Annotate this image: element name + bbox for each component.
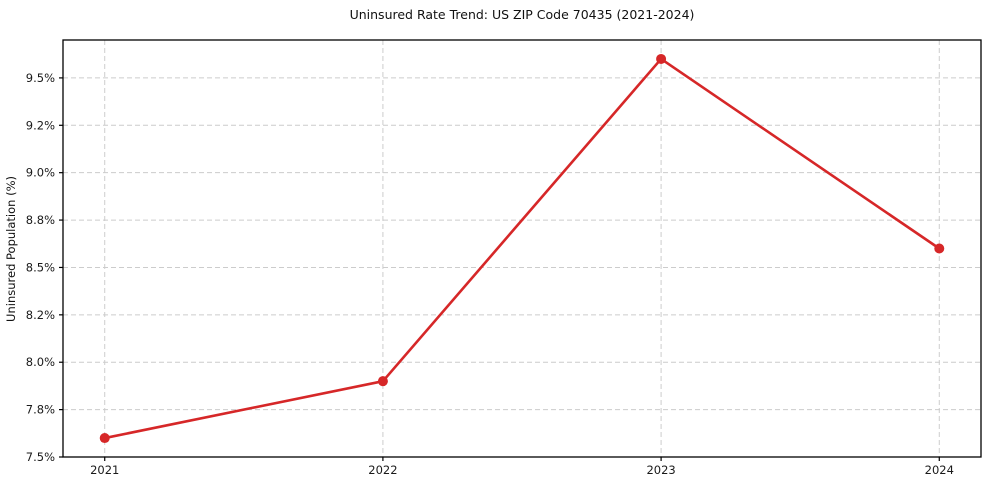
x-tick-label: 2022	[368, 463, 397, 477]
y-tick-label: 7.5%	[26, 450, 55, 464]
y-tick-label: 9.5%	[26, 71, 55, 85]
data-point-marker	[377, 376, 388, 387]
axes-frame	[62, 39, 982, 458]
trend-line	[103, 57, 941, 440]
chart-title: Uninsured Rate Trend: US ZIP Code 70435 …	[349, 7, 695, 22]
y-tick-label: 9.2%	[26, 118, 55, 132]
data-point-marker	[934, 243, 945, 254]
y-tick-label: 8.8%	[26, 213, 55, 227]
y-tick-label: 8.0%	[26, 355, 55, 369]
y-tick-label: 8.5%	[26, 260, 55, 274]
x-tick-label: 2021	[90, 463, 119, 477]
x-tick-label: 2023	[646, 463, 675, 477]
y-tick-label: 7.8%	[26, 403, 55, 417]
data-point-marker	[656, 53, 667, 64]
x-tick-label: 2024	[925, 463, 954, 477]
data-point-marker	[99, 433, 110, 444]
y-tick-label: 8.2%	[26, 308, 55, 322]
y-tick-label: 9.0%	[26, 166, 55, 180]
